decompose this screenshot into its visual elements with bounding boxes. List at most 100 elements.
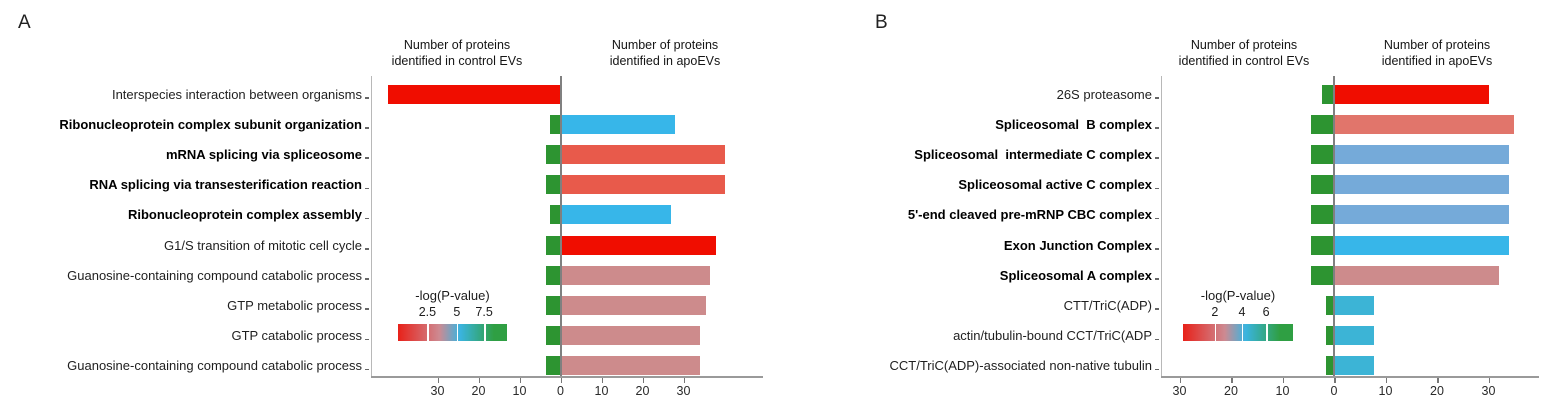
row-label: Ribonucleoprotein complex assembly [127, 207, 362, 223]
row-tick-dash [1155, 338, 1159, 341]
legend-gradient-bar [398, 324, 507, 341]
legend-title: -log(P-value) [1200, 288, 1276, 303]
axis-title-line: Number of proteins [1383, 38, 1491, 52]
legend-tick-label: 6 [1262, 305, 1270, 319]
row-label: CCT/TriC(ADP)-associated non-native tubu… [889, 358, 1152, 374]
x-tick-mark [519, 377, 521, 383]
legend-tick-label: 4 [1238, 305, 1246, 319]
bar-apoev [1334, 235, 1510, 255]
x-tick-label: 20 [1224, 384, 1238, 398]
bar-control [1310, 265, 1334, 285]
axis-title-line: Number of proteins [1190, 38, 1298, 52]
row-label: Spliceosomal A complex [999, 267, 1152, 283]
bar-control [388, 84, 561, 104]
row-label: RNA splicing via transesterification rea… [89, 177, 362, 193]
x-tick-label: 20 [471, 384, 486, 398]
bar-control [546, 265, 561, 285]
bar-control [546, 175, 561, 195]
row-label: GTP catabolic process [231, 328, 362, 344]
x-tick-mark [642, 377, 644, 383]
bar-control [546, 235, 561, 255]
legend-tick-label: 5 [453, 305, 461, 319]
bar-control [1311, 235, 1334, 255]
row-tick-dash [365, 368, 369, 371]
bar-control [1326, 356, 1334, 376]
bar-apoev [1334, 114, 1515, 134]
legend-gradient-tick [1241, 324, 1244, 341]
x-tick-label: 10 [512, 384, 527, 398]
row-label: actin/tubulin-bound CCT/TriC(ADP [953, 328, 1152, 344]
x-tick-label: 30 [676, 384, 691, 398]
row-tick-dash [365, 278, 369, 280]
bar-apoev [560, 295, 707, 315]
bar-control [1326, 326, 1334, 346]
bar-apoev [1334, 84, 1489, 104]
zero-line [559, 76, 562, 376]
row-tick-dash [1155, 248, 1159, 250]
axis-title-control-evs-panel-b: Number of proteins identified in control… [1156, 38, 1332, 69]
bar-control [546, 295, 561, 315]
row-tick-dash [365, 127, 369, 129]
x-tick-mark [1282, 377, 1284, 383]
legend-gradient-bar [1183, 324, 1293, 341]
row-tick-dash [365, 97, 369, 99]
axis-title-line: identified in apoEVs [1381, 53, 1493, 68]
legend-gradient-tick [1266, 324, 1268, 341]
x-tick-mark [601, 377, 603, 383]
x-tick-mark [1437, 377, 1439, 383]
bar-apoev [560, 144, 725, 164]
axis-title-line: identified in control EVs [391, 53, 523, 68]
panel-b-letter: B [875, 12, 889, 33]
row-tick-dash [1155, 157, 1159, 159]
bar-apoev [560, 326, 700, 346]
row-label: mRNA splicing via spliceosome [165, 146, 362, 162]
legend-gradient-tick [1214, 324, 1217, 341]
legend-gradient-tick [456, 324, 459, 341]
row-tick-dash [1155, 278, 1159, 280]
bar-control [1326, 295, 1334, 315]
x-tick-label: 30 [1481, 384, 1496, 398]
bar-apoev [560, 175, 725, 195]
row-label: Guanosine-containing compound catabolic … [67, 358, 362, 374]
axis-title-control-evs-panel-a: Number of proteins identified in control… [369, 38, 545, 69]
row-label: 26S proteasome [1056, 86, 1152, 102]
x-tick-mark [1179, 377, 1181, 383]
row-label: Spliceosomal intermediate C complex [914, 146, 1152, 162]
row-tick-dash [1155, 217, 1159, 220]
bar-apoev [560, 356, 700, 376]
x-axis-line [371, 376, 763, 378]
x-tick-label: 10 [1378, 384, 1393, 398]
x-tick-label: 10 [594, 384, 609, 398]
bar-control [546, 144, 561, 164]
x-tick-label: 30 [430, 384, 445, 398]
row-label: G1/S transition of mitotic cell cycle [164, 237, 362, 253]
bar-control [550, 114, 561, 134]
row-tick-dash [365, 187, 369, 190]
legend-tick-labels: 2 4 6 [1183, 305, 1293, 322]
x-tick-mark [1385, 377, 1387, 383]
row-tick-dash [365, 248, 369, 250]
row-label: Spliceosomal B complex [995, 116, 1152, 132]
bar-control [1310, 205, 1334, 225]
bar-apoev [1334, 175, 1510, 195]
row-tick-dash [1155, 127, 1159, 129]
x-tick-mark [478, 377, 480, 383]
row-tick-dash [365, 217, 369, 220]
x-tick-label: 0 [557, 384, 564, 398]
x-tick-mark [1231, 377, 1233, 383]
legend-gradient-tick [484, 324, 486, 341]
bar-apoev [1334, 326, 1375, 346]
axis-title-line: identified in apoEVs [609, 53, 721, 68]
bar-apoev [560, 265, 711, 285]
x-tick-label: 10 [1275, 384, 1290, 398]
row-tick-dash [365, 338, 369, 341]
x-axis-line [1161, 376, 1539, 378]
row-tick-dash [365, 308, 369, 310]
bar-apoev [560, 205, 672, 225]
row-label: GTP metabolic process [227, 297, 362, 313]
bar-control [1322, 84, 1334, 104]
bar-apoev [560, 235, 717, 255]
bar-control [546, 326, 561, 346]
x-tick-label: 0 [1330, 384, 1338, 398]
